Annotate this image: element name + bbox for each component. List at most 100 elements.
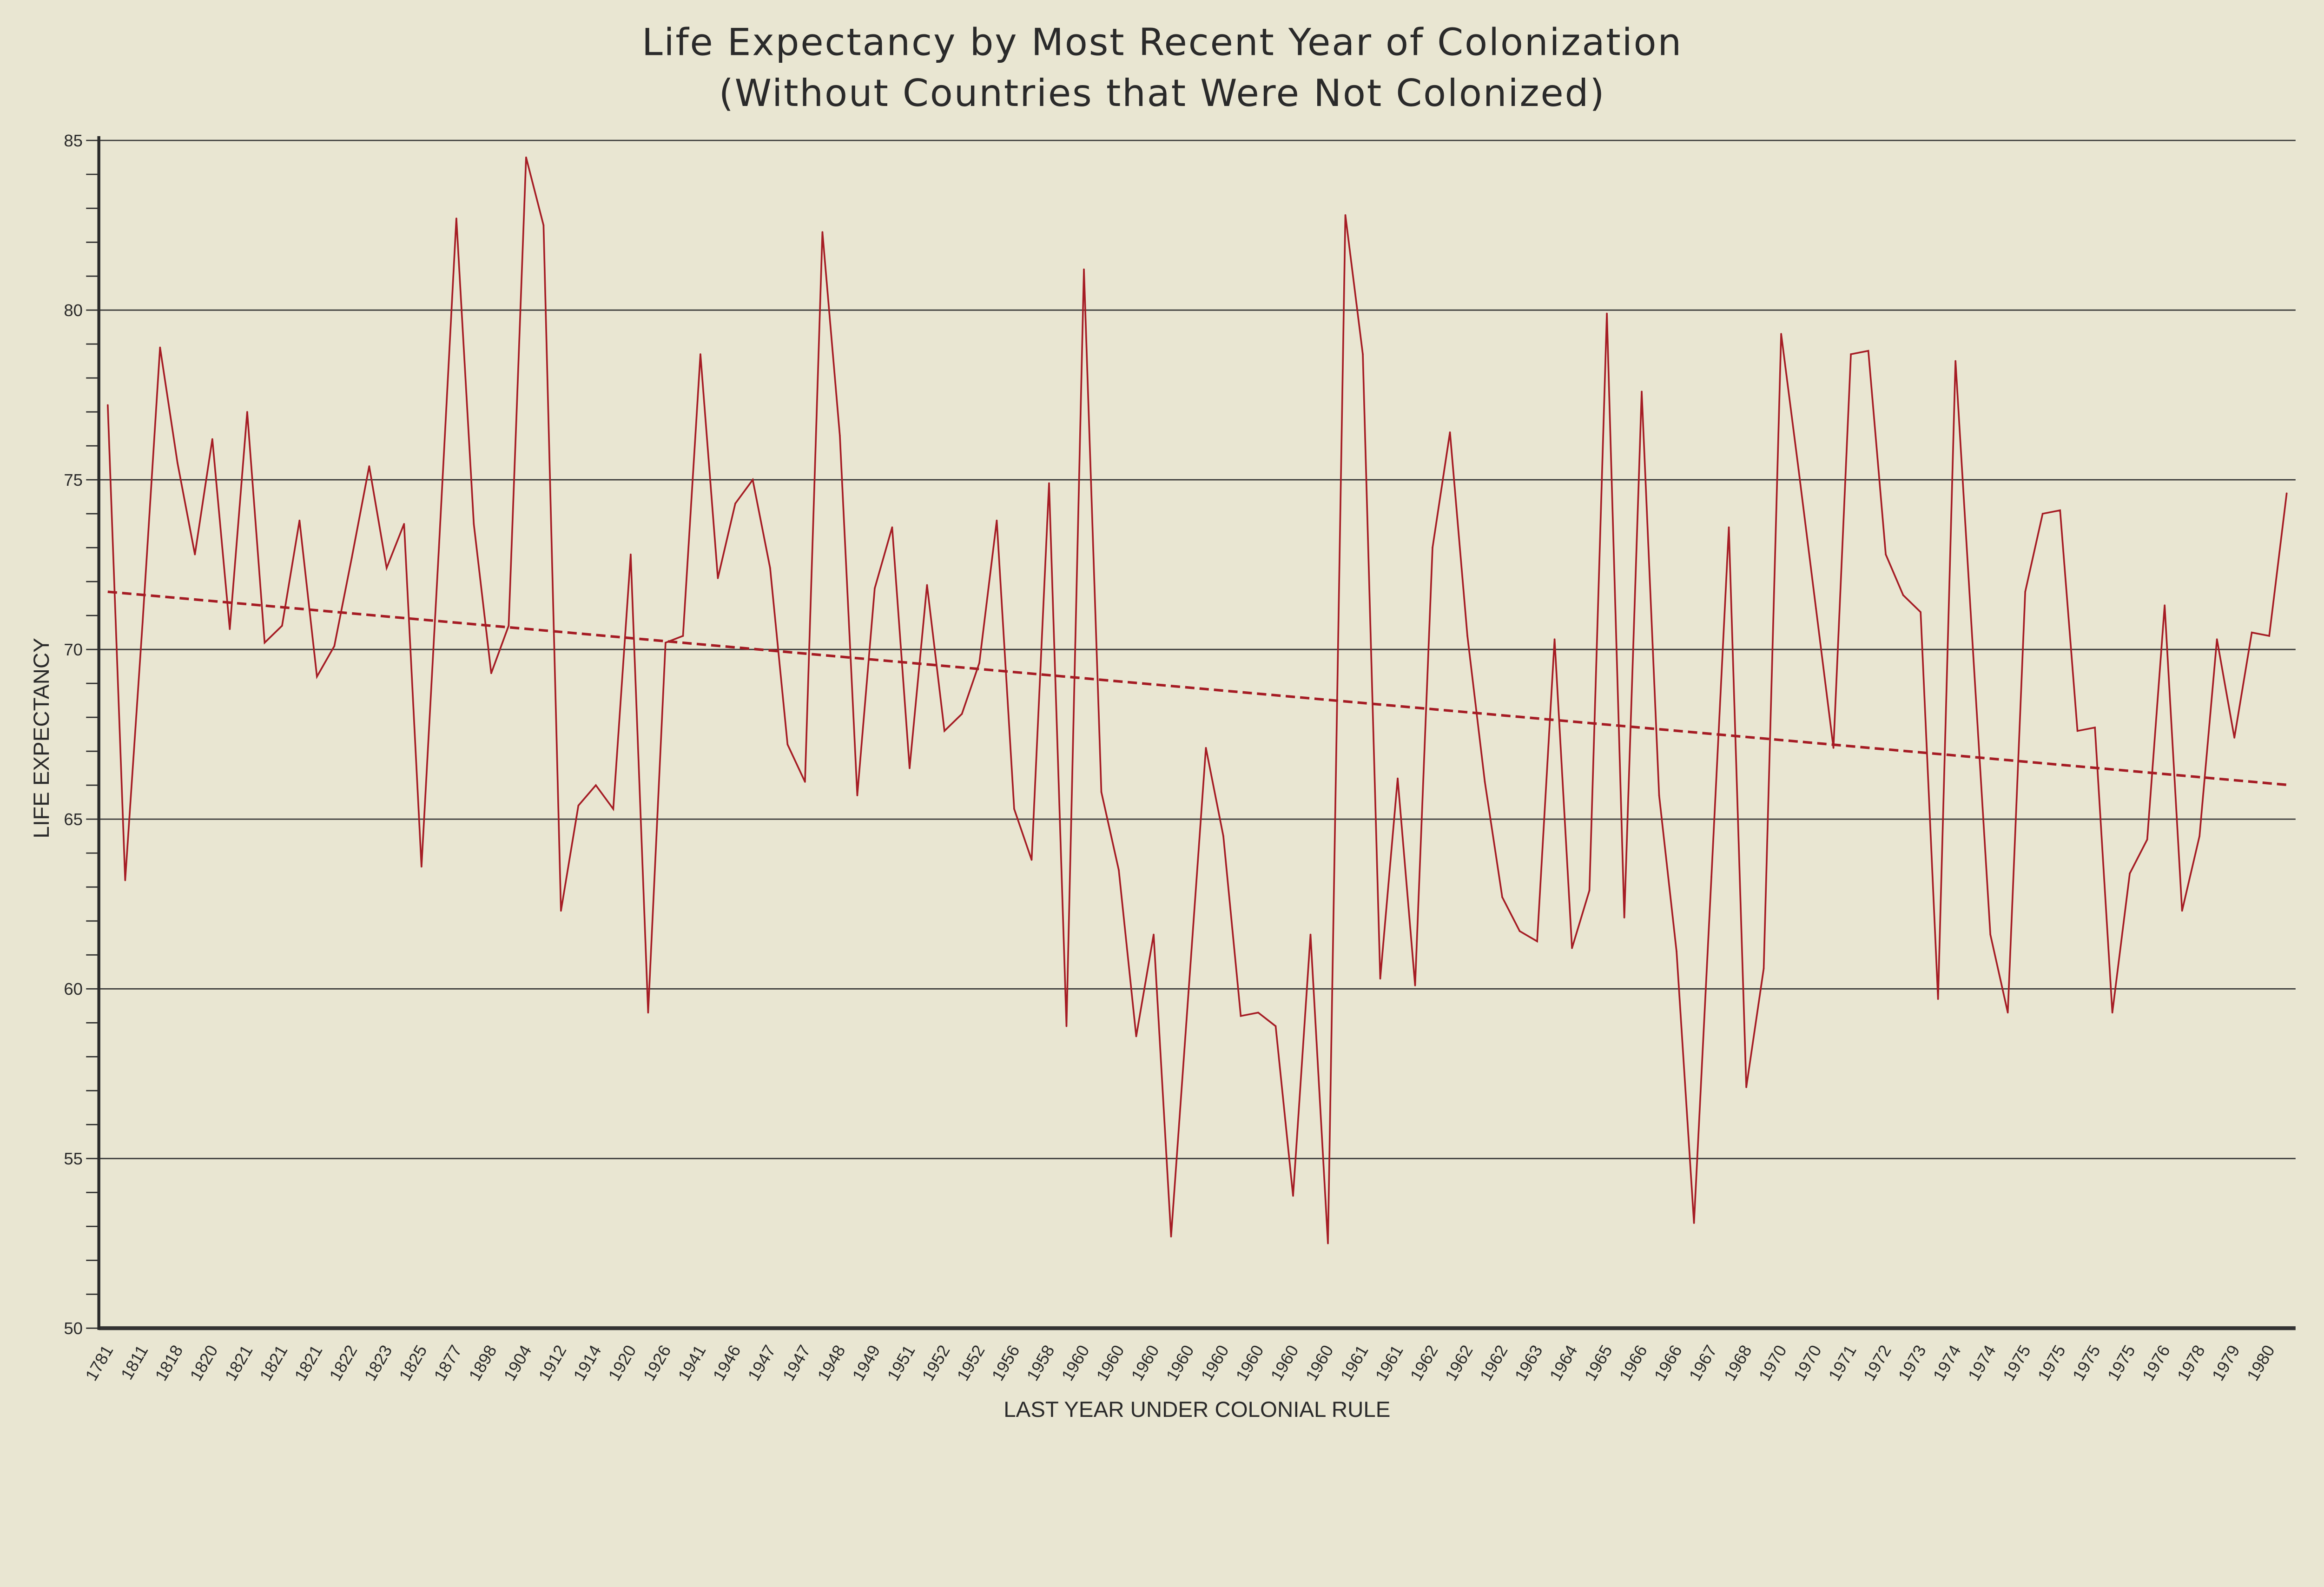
data-point	[595, 784, 597, 787]
y-tick-label: 85	[64, 131, 83, 150]
data-point	[281, 625, 283, 627]
data-point	[1693, 1222, 1695, 1224]
data-point	[490, 672, 492, 674]
chart-title: Life Expectancy by Most Recent Year of C…	[642, 20, 1683, 64]
data-point	[473, 523, 475, 525]
x-tick-label: 1960	[1302, 1342, 1337, 1384]
x-tick-label: 1979	[2208, 1342, 2244, 1384]
data-point	[333, 645, 336, 647]
x-tick-label: 1877	[430, 1342, 465, 1384]
x-tick-label: 1964	[1546, 1342, 1581, 1384]
data-point	[1135, 1035, 1137, 1038]
data-point	[2041, 513, 2044, 515]
data-point	[996, 519, 998, 522]
data-point	[1118, 869, 1120, 871]
data-point	[1728, 526, 1730, 529]
x-tick-label: 1971	[1825, 1342, 1860, 1384]
data-point	[2059, 509, 2061, 511]
data-point	[1658, 794, 1660, 796]
data-point	[1205, 747, 1207, 749]
y-tick-label: 75	[64, 470, 83, 489]
x-tick-label: 1823	[360, 1342, 396, 1384]
data-point	[1240, 1015, 1242, 1017]
x-tick-label: 1821	[256, 1342, 291, 1384]
x-tick-label: 1926	[639, 1342, 674, 1384]
data-point	[1536, 940, 1538, 942]
data-point	[612, 808, 614, 810]
data-point	[1327, 1242, 1329, 1244]
data-point	[368, 465, 370, 467]
x-tick-label: 1975	[1999, 1342, 2034, 1384]
data-point	[351, 557, 353, 559]
data-point	[246, 411, 248, 413]
data-point	[1449, 431, 1451, 433]
x-tick-label: 1947	[744, 1342, 779, 1384]
x-tick-label: 1960	[1197, 1342, 1233, 1384]
data-point	[2094, 727, 2096, 728]
data-point	[1309, 933, 1312, 936]
data-point	[1676, 951, 1677, 952]
x-tick-label: 1962	[1406, 1342, 1442, 1384]
data-point	[1780, 333, 1782, 335]
data-point	[176, 462, 178, 464]
x-tick-label: 1970	[1755, 1342, 1790, 1384]
data-point	[1954, 360, 1956, 362]
x-tick-label: 1951	[884, 1342, 919, 1384]
data-point	[2199, 835, 2201, 837]
data-point	[542, 224, 545, 226]
data-point	[403, 523, 405, 525]
x-tick-label: 1914	[569, 1342, 605, 1384]
data-point	[926, 584, 928, 586]
data-point	[1902, 594, 1904, 596]
data-point	[141, 621, 144, 623]
data-point	[1623, 917, 1625, 919]
series	[106, 156, 2291, 1244]
data-point	[2076, 730, 2079, 732]
data-point	[577, 805, 580, 807]
data-point	[1048, 482, 1050, 484]
life-expectancy-line	[106, 157, 2288, 1243]
data-point	[438, 547, 440, 549]
x-tick-label: 1968	[1720, 1342, 1756, 1384]
data-point	[1100, 791, 1103, 793]
data-point	[1937, 998, 1939, 1000]
x-tick-label: 1821	[221, 1342, 256, 1384]
data-point	[1606, 312, 1608, 315]
gridlines	[99, 139, 2296, 1330]
data-point	[2129, 873, 2131, 874]
x-tick-label: 1811	[117, 1342, 152, 1382]
data-point	[1832, 747, 1835, 749]
data-point	[1466, 635, 1468, 637]
x-tick-label: 1980	[2243, 1342, 2278, 1384]
data-point	[1432, 547, 1433, 549]
data-point	[456, 218, 457, 219]
x-tick-label: 1970	[1790, 1342, 1825, 1384]
y-tick-label: 65	[64, 810, 83, 829]
x-tick-label: 1967	[1685, 1342, 1721, 1384]
data-point	[2285, 492, 2288, 495]
data-point	[2181, 910, 2183, 912]
data-point	[508, 625, 510, 627]
data-point	[2111, 1012, 2113, 1014]
x-axis: 1781 181118181820182118211821182218231825…	[81, 1342, 2278, 1384]
x-tick-label: 1822	[325, 1342, 361, 1384]
x-tick-label: 1904	[500, 1342, 535, 1384]
data-point	[1030, 859, 1033, 861]
data-point	[1397, 777, 1399, 780]
x-tick-label: 1781	[81, 1342, 117, 1384]
data-point	[891, 526, 893, 529]
data-point	[1797, 469, 1800, 471]
data-point	[769, 567, 771, 569]
x-tick-label: 1960	[1267, 1342, 1302, 1384]
data-point	[2024, 591, 2026, 593]
x-tick-label: 1960	[1162, 1342, 1198, 1384]
x-tick-label: 1962	[1476, 1342, 1512, 1384]
x-tick-label: 1965	[1581, 1342, 1616, 1384]
data-point	[1188, 991, 1189, 993]
x-tick-label: 1966	[1616, 1342, 1651, 1384]
data-point	[1501, 896, 1503, 898]
x-tick-label: 1948	[814, 1342, 849, 1384]
data-point	[525, 156, 527, 159]
y-tick-label: 70	[64, 640, 83, 659]
data-point	[1553, 638, 1556, 641]
